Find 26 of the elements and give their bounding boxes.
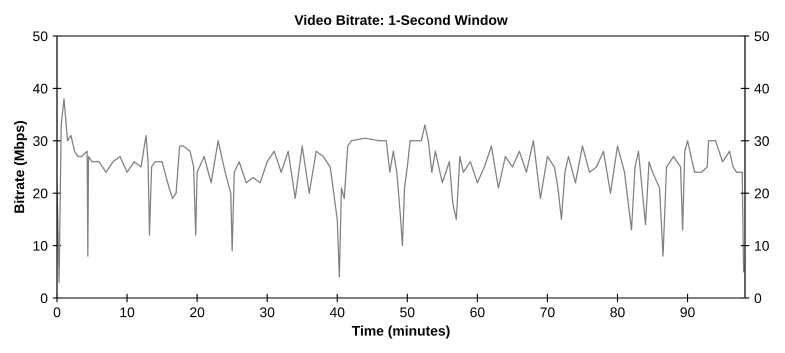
y-tick-label: 50 xyxy=(33,31,48,42)
y-tick-label: 20 xyxy=(33,188,48,198)
x-tick-label: 20 xyxy=(190,307,204,318)
chart-title: Video Bitrate: 1-Second Window xyxy=(294,14,508,26)
x-tick-label: 90 xyxy=(680,307,695,318)
y-tick-label: 40 xyxy=(32,84,48,94)
y2-tick-label: 50 xyxy=(754,31,769,42)
x-axis-title: Time (minutes) xyxy=(352,326,450,338)
x-tick-label: 80 xyxy=(610,307,625,318)
line-series xyxy=(57,98,744,283)
x-tick-label: 30 xyxy=(260,307,274,318)
x-tick-label: 70 xyxy=(540,307,555,318)
y-tick-label: 30 xyxy=(33,136,48,146)
y2-tick-label: 20 xyxy=(754,188,769,198)
y2-tick-label: 30 xyxy=(754,136,769,146)
y-tick-label: 10 xyxy=(34,240,48,251)
y-axis-title: Bitrate (Mbps) xyxy=(14,121,27,213)
y2-tick-label: 10 xyxy=(755,240,769,251)
y2-tick-label: 40 xyxy=(754,84,769,94)
x-tick-label: 40 xyxy=(330,307,344,318)
y2-tick-label: 0 xyxy=(754,293,762,304)
x-tick-label: 10 xyxy=(120,307,134,318)
x-tick-label: 60 xyxy=(470,307,485,318)
y-tick-label: 0 xyxy=(40,293,48,304)
x-tick-label: 50 xyxy=(400,307,414,318)
x-tick-label: 0 xyxy=(54,307,60,318)
